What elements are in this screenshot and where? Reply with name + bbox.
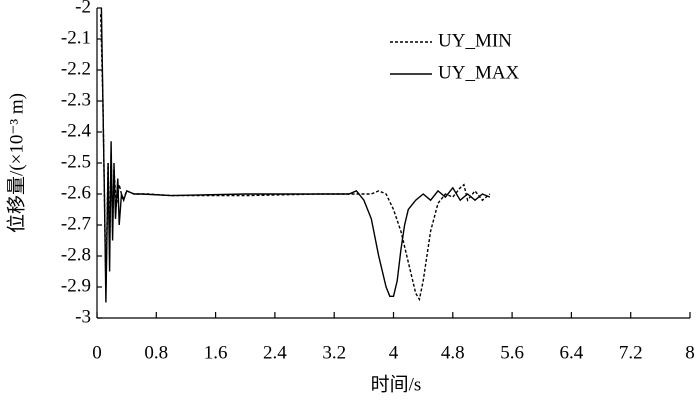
x-axis-label: 时间/s — [371, 373, 422, 395]
y-tick-label: -3 — [75, 306, 91, 327]
y-tick-label: -2.8 — [61, 244, 91, 265]
x-tick-label: 0.8 — [144, 342, 168, 363]
x-tick-label: 8 — [685, 342, 695, 363]
x-tick-label: 7.2 — [619, 342, 643, 363]
x-tick-label: 6.4 — [560, 342, 584, 363]
y-tick-label: -2.6 — [61, 182, 91, 203]
series-line — [100, 14, 491, 302]
x-tick-label: 1.6 — [204, 342, 228, 363]
x-tick-label: 0 — [92, 342, 102, 363]
legend-label: UY_MIN — [438, 30, 512, 51]
x-tick-label: 4 — [389, 342, 399, 363]
y-axis-label: 位移量/(×10⁻³ m) — [5, 93, 27, 233]
y-tick-label: -2.9 — [61, 275, 91, 296]
y-tick-label: -2.2 — [61, 58, 91, 79]
x-tick-label: 2.4 — [263, 342, 287, 363]
series-line — [100, 7, 491, 303]
y-tick-label: -2.5 — [61, 151, 91, 172]
y-tick-label: -2 — [75, 0, 91, 17]
legend-label: UY_MAX — [438, 62, 520, 83]
y-tick-label: -2.4 — [61, 120, 92, 141]
x-tick-label: 4.8 — [441, 342, 465, 363]
y-tick-label: -2.7 — [61, 213, 91, 234]
y-tick-label: -2.1 — [61, 27, 91, 48]
x-tick-label: 3.2 — [322, 342, 346, 363]
x-tick-label: 5.6 — [500, 342, 524, 363]
y-tick-label: -2.3 — [61, 89, 91, 110]
